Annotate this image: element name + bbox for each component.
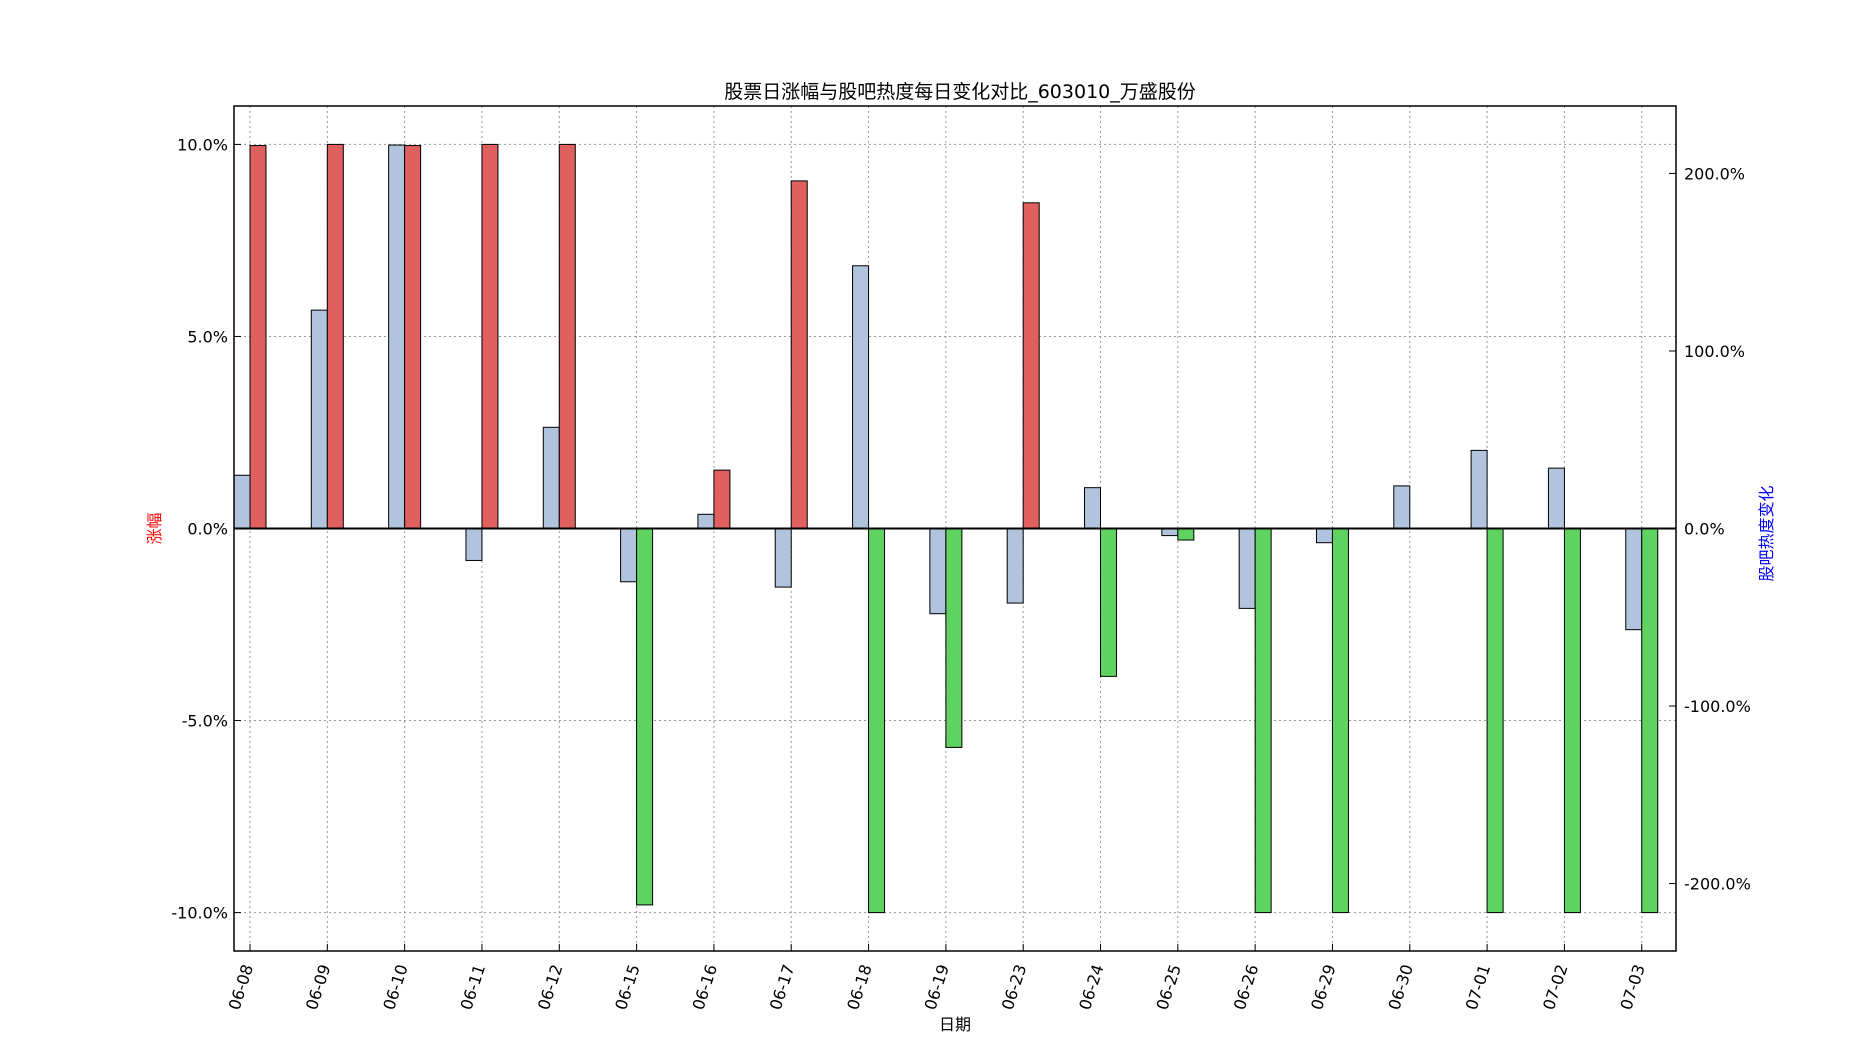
x-tick-label: 06-30 — [1384, 962, 1416, 1012]
x-tick-label: 06-24 — [1075, 962, 1107, 1012]
right-tick-label: -200.0% — [1684, 875, 1751, 894]
left-tick-label: 10.0% — [177, 135, 228, 154]
right-y-axis-label: 股吧热度变化 — [1757, 485, 1776, 581]
x-tick-label: 07-03 — [1616, 962, 1648, 1012]
left-tick-label: 0.0% — [187, 520, 228, 539]
change-bar-06-10 — [404, 145, 422, 529]
change-bar-06-16 — [713, 469, 731, 530]
heat-bar-06-26 — [1238, 528, 1256, 609]
heat-bar-06-19 — [929, 528, 947, 615]
left-y-axis: 10.0% 5.0% 0.0% -5.0% -10.0% — [171, 135, 241, 923]
change-bars — [249, 143, 1659, 914]
heat-bar-06-11 — [465, 528, 483, 561]
x-tick-label: 06-17 — [766, 962, 798, 1012]
x-tick-label: 06-26 — [1230, 962, 1262, 1012]
x-tick-label: 06-09 — [302, 962, 334, 1012]
heat-bar-06-25 — [1161, 528, 1179, 537]
change-bar-06-29 — [1331, 528, 1349, 914]
x-tick-label: 06-10 — [379, 962, 411, 1012]
left-tick-label: -10.0% — [171, 904, 228, 923]
change-bar-07-03 — [1641, 528, 1659, 914]
x-tick-label: 06-12 — [534, 962, 566, 1012]
heat-bar-06-30 — [1393, 485, 1411, 529]
heat-bar-07-02 — [1547, 467, 1565, 529]
change-bar-06-11 — [481, 143, 499, 529]
heat-bar-06-17 — [774, 528, 792, 588]
change-bar-06-12 — [558, 143, 576, 529]
heat-bar-06-12 — [542, 426, 560, 529]
heat-bar-06-23 — [1006, 528, 1024, 604]
change-bar-06-26 — [1254, 528, 1272, 914]
heat-bar-06-18 — [852, 265, 870, 529]
heat-bar-06-15 — [620, 528, 638, 583]
left-tick-label: 5.0% — [187, 327, 228, 346]
x-tick-label: 06-08 — [225, 962, 257, 1012]
heat-bar-06-29 — [1315, 528, 1333, 544]
x-tick-label: 06-16 — [689, 962, 721, 1012]
change-bar-07-01 — [1486, 528, 1504, 914]
chart-title: 股票日涨幅与股吧热度每日变化对比_603010_万盛股份 — [724, 81, 1196, 103]
change-bar-06-17 — [790, 180, 808, 529]
x-tick-label: 06-23 — [998, 962, 1030, 1012]
change-bar-06-24 — [1100, 528, 1118, 677]
right-tick-label: -100.0% — [1684, 697, 1751, 716]
x-tick-label: 07-02 — [1539, 962, 1571, 1012]
change-bar-06-23 — [1022, 202, 1040, 529]
x-tick-label: 06-19 — [921, 962, 953, 1012]
heat-bar-06-24 — [1084, 487, 1102, 529]
right-tick-label: 200.0% — [1684, 164, 1745, 183]
change-bar-06-15 — [636, 528, 654, 906]
heat-bar-07-01 — [1470, 449, 1488, 529]
change-bar-07-02 — [1563, 528, 1581, 914]
x-tick-label: 06-15 — [611, 962, 643, 1012]
heat-bar-06-08 — [233, 474, 251, 529]
right-y-axis: 200.0% 100.0% 0.0% -100.0% -200.0% — [1669, 164, 1751, 894]
change-bar-06-25 — [1177, 528, 1195, 541]
right-tick-label: 100.0% — [1684, 342, 1745, 361]
change-bar-06-19 — [945, 528, 963, 748]
x-axis-label: 日期 — [939, 1015, 971, 1034]
x-tick-label: 06-25 — [1153, 962, 1185, 1012]
heat-bar-06-10 — [388, 144, 406, 529]
heat-bar-06-09 — [310, 309, 328, 530]
right-tick-label: 0.0% — [1684, 520, 1725, 539]
change-bar-06-08 — [249, 145, 267, 529]
change-bar-06-18 — [868, 528, 886, 914]
heat-bars — [233, 144, 1643, 631]
left-y-axis-label: 涨幅 — [145, 512, 164, 544]
x-axis: 06-08 06-09 06-10 06-11 06-12 06-15 06-16 06-17… — [225, 944, 1649, 1012]
x-tick-label: 07-01 — [1462, 962, 1494, 1012]
x-tick-label: 06-18 — [843, 962, 875, 1012]
heat-bar-06-16 — [697, 513, 715, 530]
x-tick-label: 06-11 — [457, 962, 489, 1012]
change-bar-06-09 — [326, 143, 344, 529]
heat-bar-07-03 — [1625, 528, 1643, 631]
left-tick-label: -5.0% — [182, 712, 228, 731]
x-tick-label: 06-29 — [1307, 962, 1339, 1012]
